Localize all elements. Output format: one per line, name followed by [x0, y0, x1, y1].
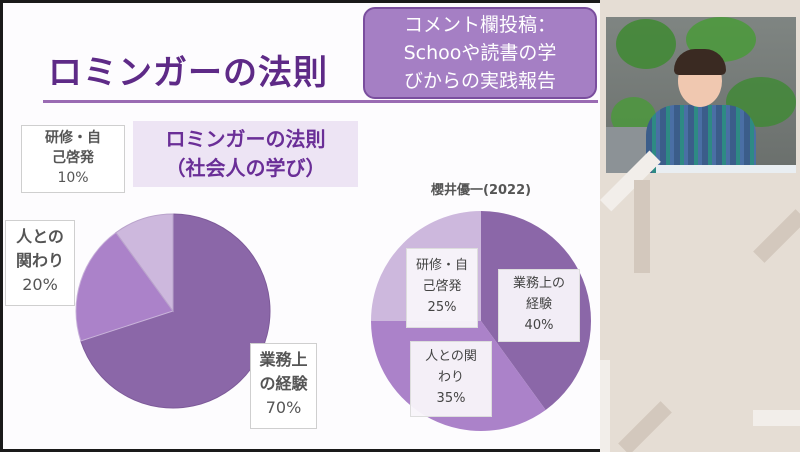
comment-line-2: Schooや読書の学	[403, 42, 557, 64]
title-divider	[43, 100, 598, 103]
label-relationships-35: 人との関 わり 35%	[410, 341, 492, 417]
label-text: 業務上の	[512, 276, 565, 291]
pie-chart-lominger	[75, 213, 271, 409]
label-text: 己啓発	[52, 150, 94, 166]
label-pct: 35%	[436, 391, 466, 406]
decor-stripe	[634, 180, 650, 273]
subtitle-line-1: ロミンガーの法則	[165, 127, 326, 151]
decor-stripe	[618, 401, 672, 452]
decor-stripe	[753, 209, 800, 263]
slice-training	[115, 213, 174, 313]
label-pct: 10%	[57, 170, 89, 186]
page-title: ロミンガーの法則	[48, 53, 328, 93]
label-pct: 70%	[265, 398, 302, 417]
label-text: 己啓発	[422, 279, 462, 294]
decor-stripe	[600, 360, 610, 452]
presenter-video-panel	[600, 0, 800, 452]
label-work-70: 業務上 の経験 70%	[250, 343, 317, 429]
label-text: 研修・自	[415, 258, 468, 273]
label-pct: 25%	[427, 300, 457, 315]
label-text: 人との	[16, 227, 64, 246]
comment-line-1: コメント欄投稿：	[403, 14, 556, 36]
chart-subtitle: ロミンガーの法則 （社会人の学び）	[133, 121, 358, 187]
label-text: わり	[437, 370, 464, 385]
comment-line-3: びからの実践報告	[403, 70, 556, 92]
label-training-25: 研修・自 己啓発 25%	[406, 248, 478, 328]
decor-stripe	[753, 410, 800, 426]
label-text: 関わり	[15, 251, 64, 270]
label-text: 業務上	[259, 350, 308, 369]
presenter-video	[606, 17, 796, 173]
label-pct: 20%	[22, 275, 58, 294]
slice-relationships	[75, 231, 174, 342]
label-text: 人との関	[425, 349, 477, 364]
slide: ロミンガーの法則 コメント欄投稿： Schooや読書の学 びからの実践報告 ロミ…	[3, 3, 600, 449]
subtitle-line-2: （社会人の学び）	[165, 156, 326, 180]
label-text: 経験	[525, 297, 552, 312]
label-text: 研修・自	[45, 130, 101, 146]
label-relationships-20: 人との 関わり 20%	[5, 220, 75, 306]
label-training-10: 研修・自 己啓発 10%	[21, 125, 125, 193]
label-text: の経験	[259, 374, 308, 393]
label-pct: 40%	[524, 318, 554, 333]
label-work-40: 業務上の 経験 40%	[498, 269, 580, 342]
chart-author: 櫻井優一(2022)	[431, 183, 532, 198]
comment-topic-box: コメント欄投稿： Schooや読書の学 びからの実践報告	[363, 7, 597, 99]
